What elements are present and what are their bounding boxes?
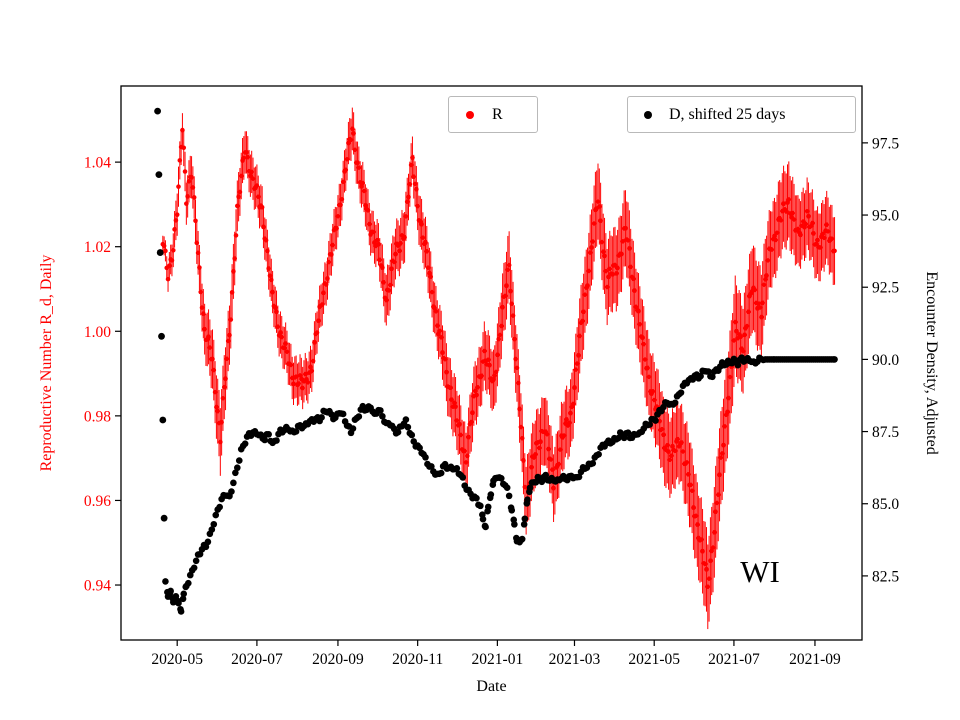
x-axis-ticks: 2020-05 2020-07 2020-09 2020-11 2021-01 2021-… (151, 640, 841, 668)
svg-text:1.04: 1.04 (84, 155, 111, 172)
legend-d-label: D, shifted 25 days (669, 105, 786, 123)
svg-text:97.5: 97.5 (872, 135, 899, 152)
right-axis-label: Encounter Density, Adjusted (923, 271, 940, 455)
svg-text:92.5: 92.5 (872, 280, 899, 297)
left-axis-label: Reproductive Number R_d, Daily (38, 254, 55, 472)
d-marker-icon (644, 110, 652, 119)
svg-text:2021-01: 2021-01 (472, 651, 524, 668)
svg-text:0.96: 0.96 (84, 493, 111, 510)
svg-text:85.0: 85.0 (872, 496, 899, 513)
left-axis-ticks: 0.94 0.96 0.98 1.00 1.02 1.04 (84, 155, 121, 595)
r-series (160, 107, 837, 630)
svg-text:82.5: 82.5 (872, 568, 899, 585)
legend-d: D, shifted 25 days (627, 96, 856, 133)
svg-text:1.02: 1.02 (84, 239, 111, 256)
svg-text:2021-03: 2021-03 (549, 651, 601, 668)
svg-text:1.00: 1.00 (84, 324, 111, 341)
svg-text:2020-05: 2020-05 (151, 651, 203, 668)
svg-text:2020-07: 2020-07 (231, 651, 283, 668)
legend-r-label: R (492, 105, 503, 123)
svg-text:87.5: 87.5 (872, 424, 899, 441)
svg-text:2020-09: 2020-09 (312, 651, 364, 668)
svg-text:2020-11: 2020-11 (392, 651, 443, 668)
state-annotation: WI (740, 554, 780, 589)
right-axis-ticks: 82.5 85.0 87.5 90.0 92.5 95.0 97.5 (862, 135, 899, 585)
svg-text:2021-09: 2021-09 (789, 651, 841, 668)
svg-text:0.94: 0.94 (84, 578, 111, 595)
svg-text:0.98: 0.98 (84, 408, 111, 425)
plot-area (120, 85, 863, 641)
x-axis-label: Date (476, 678, 507, 695)
svg-text:90.0: 90.0 (872, 352, 899, 369)
svg-text:95.0: 95.0 (872, 208, 899, 225)
svg-text:2021-05: 2021-05 (628, 651, 680, 668)
r-marker-icon (466, 110, 474, 119)
svg-text:2021-07: 2021-07 (708, 651, 760, 668)
d-series (154, 107, 838, 615)
legend-r: R (448, 96, 538, 133)
